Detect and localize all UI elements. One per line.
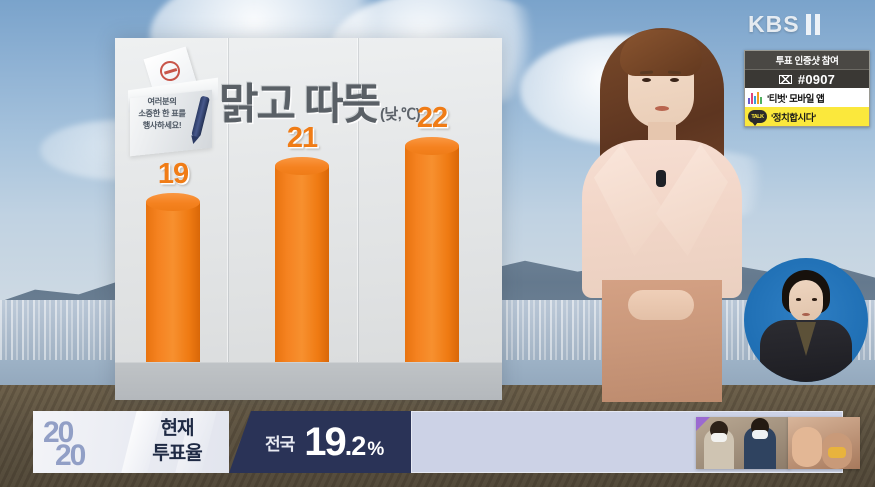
photo-corner-marker bbox=[696, 417, 710, 431]
kbs-logo: KBS bbox=[748, 11, 820, 38]
turnout-value: 19 .2 % bbox=[304, 420, 384, 465]
forecast-title: 맑고 따뜻 bbox=[219, 81, 381, 129]
bottom-ticker: 20 20 현재 투표율 전국 19 .2 % bbox=[33, 411, 860, 473]
ballot-message-line-2: 소중한 한 표를 bbox=[138, 108, 186, 118]
interpreter-eye bbox=[812, 298, 817, 301]
promo-title: 투표 인증샷 참여 bbox=[745, 51, 869, 69]
photo-person bbox=[744, 418, 776, 469]
equalizer-icon bbox=[748, 91, 763, 104]
photo-mask bbox=[828, 447, 846, 458]
kbs-channel-bar-icon bbox=[805, 14, 811, 35]
bar-gwangju bbox=[275, 157, 329, 362]
turnout-region-label: 전국 bbox=[265, 434, 295, 454]
bar-cap bbox=[275, 157, 329, 175]
presenter-eye bbox=[642, 78, 651, 82]
promo-hashtag-text: #0907 bbox=[797, 71, 836, 87]
presenter-hands bbox=[628, 290, 694, 320]
ticker-left-panel: 20 20 현재 투표율 bbox=[33, 411, 229, 473]
presenter-eye bbox=[670, 78, 679, 82]
weather-presenter bbox=[566, 22, 756, 402]
voter-photo-1 bbox=[696, 417, 790, 469]
mail-icon bbox=[778, 74, 792, 84]
bar-cap bbox=[405, 137, 459, 155]
photo-person bbox=[792, 427, 822, 467]
forecast-unit-label: (낮,℃) bbox=[380, 106, 421, 123]
ticker-turnout-panel: 전국 19 .2 % bbox=[229, 411, 411, 473]
percent-symbol: % bbox=[367, 438, 385, 460]
panel-divider bbox=[227, 38, 228, 400]
bar-group-seoul: 22 서울 bbox=[405, 102, 459, 392]
election-2020-logo: 20 20 bbox=[43, 418, 119, 473]
bar-cap bbox=[146, 193, 200, 211]
bar-busan bbox=[146, 193, 200, 362]
bar-seoul bbox=[405, 137, 459, 362]
turnout-decimal: .2 bbox=[344, 430, 367, 461]
promo-kakao-text: '정치합시다' bbox=[771, 112, 816, 124]
promo-row-app[interactable]: '티벗' 모바일 앱 bbox=[745, 88, 869, 107]
kbs-logo-text: KBS bbox=[748, 11, 800, 37]
logo-2020-bottom: 20 bbox=[55, 439, 86, 473]
bar-value-seoul: 22 bbox=[416, 102, 448, 134]
ballot-message-line-3: 행사하세요! bbox=[142, 120, 182, 130]
sign-language-interpreter bbox=[744, 258, 868, 382]
ticker-label-line-1: 현재 bbox=[160, 418, 195, 439]
panel-divider bbox=[357, 38, 358, 400]
ticker-label-line-2: 투표율 bbox=[152, 442, 202, 464]
turnout-integer: 19 bbox=[304, 419, 346, 464]
presenter-mouth bbox=[655, 106, 669, 111]
bar-group-busan: 19 부산 bbox=[146, 158, 200, 392]
promo-row-kakao[interactable]: TALK '정치합시다' bbox=[745, 107, 869, 126]
interpreter-mouth bbox=[802, 313, 810, 316]
promo-app-text: '티벗' 모바일 앱 bbox=[767, 93, 825, 105]
viewer-participation-promo[interactable]: 투표 인증샷 참여 #0907 '티벗' 모바일 앱 TALK '정치합시다' bbox=[744, 50, 870, 127]
ticker-label: 현재 투표율 bbox=[131, 417, 223, 466]
ballot-message: 여러분의 소중한 한 표를 행사하세요! bbox=[119, 96, 205, 132]
ticker-photo-panel bbox=[411, 411, 860, 473]
presenter-brooch bbox=[656, 170, 666, 187]
interpreter-eye bbox=[796, 298, 801, 301]
ballot-message-line-1: 여러분의 bbox=[147, 97, 177, 106]
weather-graphic-panel: 여러분의 소중한 한 표를 행사하세요! 맑고 따뜻 (낮,℃) 19 부산 2… bbox=[115, 38, 502, 400]
photo-person bbox=[704, 421, 734, 469]
voter-photo-2 bbox=[788, 417, 860, 469]
panel-divider bbox=[358, 38, 359, 400]
bar-value-busan: 19 bbox=[157, 158, 189, 190]
chart-baseline bbox=[115, 362, 502, 400]
bar-value-gwangju: 21 bbox=[286, 122, 318, 154]
presenter-hair-top bbox=[620, 30, 702, 76]
kakao-talk-icon: TALK bbox=[748, 110, 767, 126]
promo-row-hashtag[interactable]: #0907 bbox=[745, 69, 869, 88]
logo-2020-top: 20 bbox=[43, 416, 74, 449]
kbs-channel-number-icon bbox=[814, 14, 820, 35]
panel-divider bbox=[228, 38, 229, 400]
bar-group-gwangju: 21 광주 bbox=[275, 122, 329, 392]
